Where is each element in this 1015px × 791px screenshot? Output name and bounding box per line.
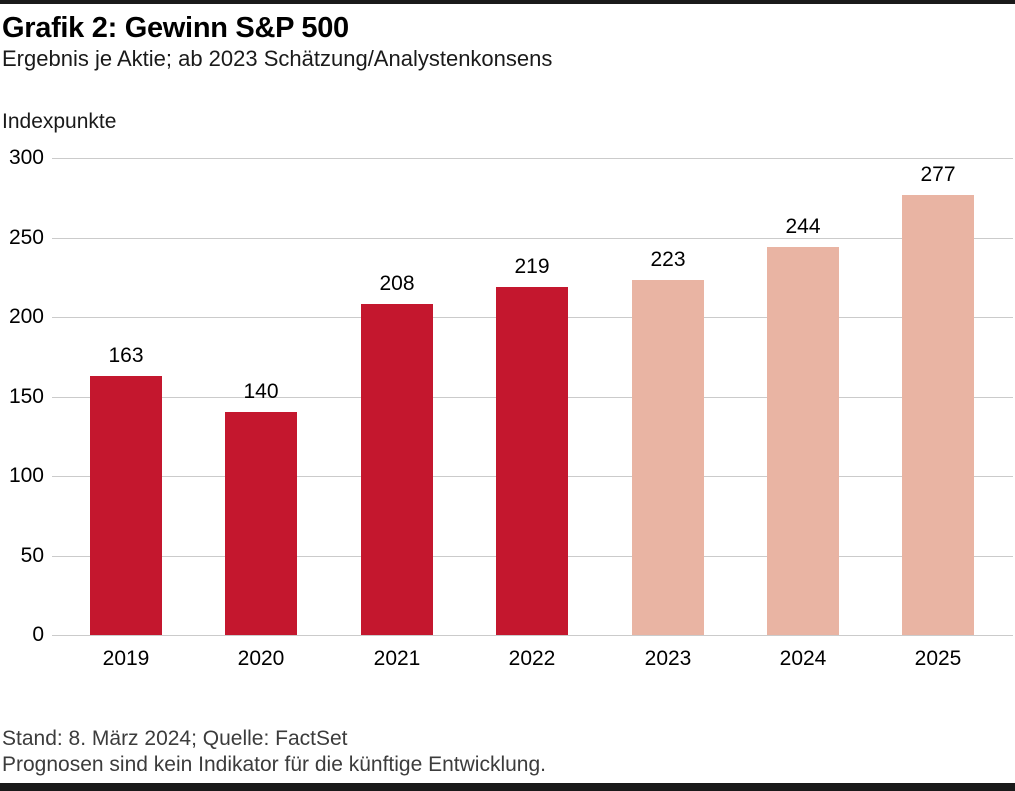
x-axis-label-2020: 2020 — [237, 647, 285, 670]
bottom-border-rule — [0, 783, 1015, 791]
y-tick-label-100: 100 — [8, 464, 44, 487]
bar-value-label-2021: 208 — [379, 272, 415, 295]
bar-2022 — [496, 287, 568, 635]
x-axis-label-2021: 2021 — [373, 647, 421, 670]
chart-subtitle: Ergebnis je Aktie; ab 2023 Schätzung/Ana… — [2, 46, 553, 71]
y-tick-label-150: 150 — [8, 385, 44, 408]
x-axis-label-2024: 2024 — [779, 647, 827, 670]
bar-2023 — [632, 280, 704, 635]
bar-2021 — [361, 304, 433, 635]
x-axis-label-2022: 2022 — [508, 647, 556, 670]
top-border-rule — [0, 0, 1015, 4]
gridline-0 — [52, 635, 1013, 636]
y-tick-label-50: 50 — [20, 544, 44, 567]
chart-title: Grafik 2: Gewinn S&P 500 — [2, 12, 349, 44]
source-note: Stand: 8. März 2024; Quelle: FactSet — [2, 727, 348, 750]
y-tick-label-250: 250 — [8, 226, 44, 249]
disclaimer-note: Prognosen sind kein Indikator für die kü… — [2, 753, 546, 776]
bar-2024 — [767, 247, 839, 635]
y-axis-unit-label: Indexpunkte — [2, 110, 117, 133]
bar-value-label-2020: 140 — [243, 380, 279, 403]
y-tick-label-300: 300 — [8, 146, 44, 169]
x-axis-label-2025: 2025 — [914, 647, 962, 670]
x-axis-label-2019: 2019 — [102, 647, 150, 670]
y-tick-label-0: 0 — [32, 623, 44, 646]
bar-value-label-2023: 223 — [650, 248, 686, 271]
bar-value-label-2019: 163 — [108, 344, 144, 367]
bar-value-label-2022: 219 — [514, 255, 550, 278]
bar-2019 — [90, 376, 162, 635]
bar-2020 — [225, 412, 297, 635]
gridline-250 — [52, 238, 1013, 239]
bar-value-label-2025: 277 — [920, 163, 956, 186]
gridline-300 — [52, 158, 1013, 159]
bar-2025 — [902, 195, 974, 635]
bar-value-label-2024: 244 — [785, 215, 821, 238]
x-axis-label-2023: 2023 — [644, 647, 692, 670]
y-tick-label-200: 200 — [8, 305, 44, 328]
